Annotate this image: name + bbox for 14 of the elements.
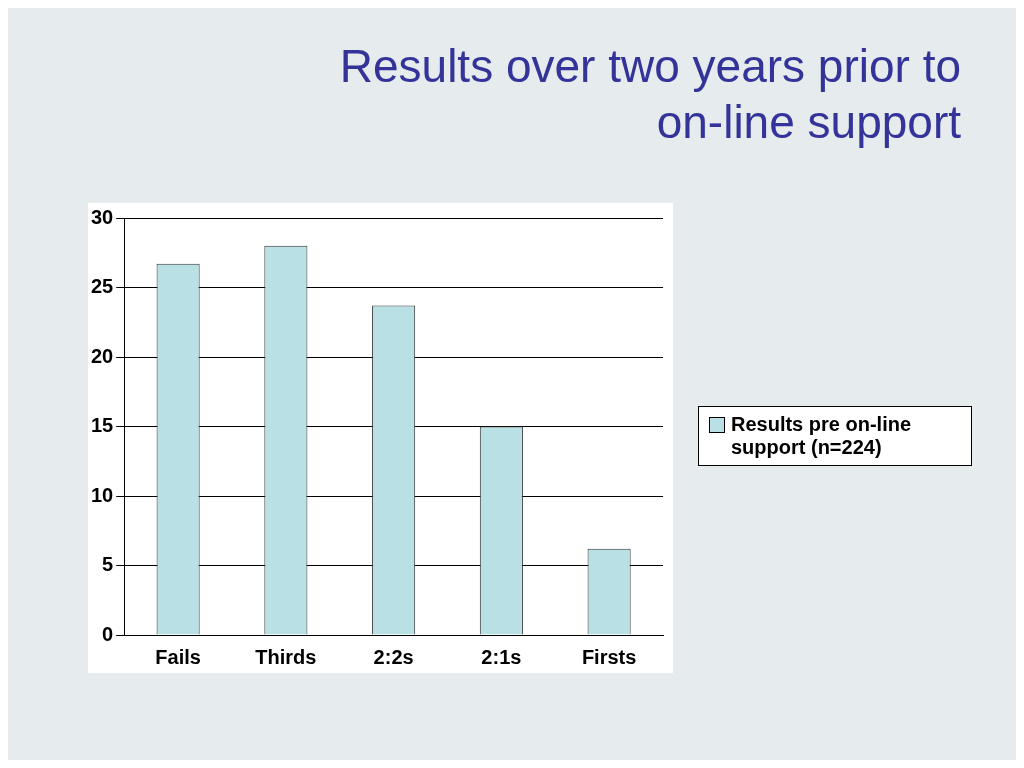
x-tick-label: Thirds [255, 645, 317, 668]
legend-label: Results pre on-line support (n=224) [731, 413, 913, 459]
y-tick-label: 10 [91, 483, 114, 506]
y-tick-label: 30 [91, 205, 114, 228]
y-tick-label: 15 [91, 414, 114, 437]
x-tick-label: Fails [155, 645, 201, 668]
y-tick-label: 0 [102, 622, 114, 645]
y-tick-label: 5 [102, 553, 114, 576]
y-tick-label: 20 [91, 344, 114, 367]
y-tick-label: 25 [91, 275, 114, 298]
x-tick-label: 2:1s [481, 645, 522, 668]
chart-title: Results over two years prior to on-line support [338, 39, 961, 150]
x-tick-label: Firsts [581, 645, 637, 668]
x-tick-label: 2:2s [373, 645, 414, 668]
